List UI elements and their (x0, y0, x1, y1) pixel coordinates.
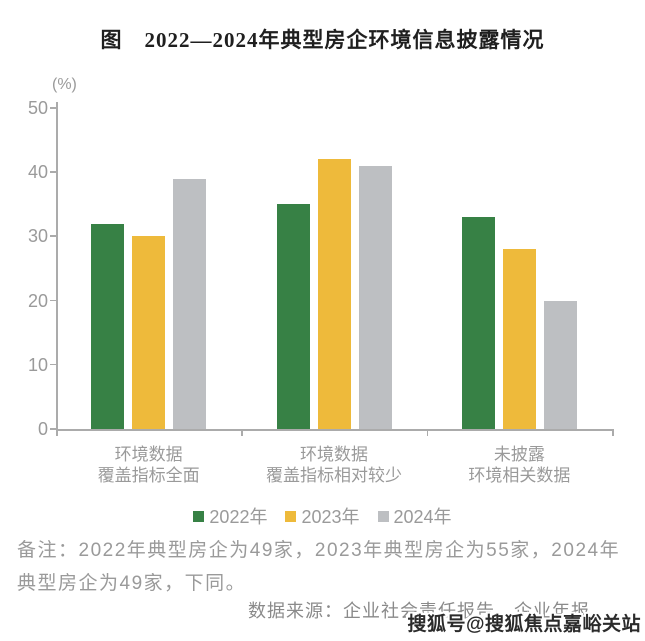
chart-title: 图 2022—2024年典型房企环境信息披露情况 (100, 28, 545, 52)
bar-2022年-category-3 (461, 217, 495, 429)
y-tick-label: 40 (27, 162, 48, 183)
y-tick-label: 20 (27, 290, 48, 311)
bar-2024年-category-3 (543, 300, 577, 429)
legend-swatch-icon (193, 510, 205, 522)
x-axis-line (56, 429, 614, 431)
footnote-text: 备注：2022年典型房企为49家，2023年典型房企为55家，2024年典型房企… (17, 540, 621, 594)
y-tick-mark (50, 428, 56, 430)
watermark-text: 搜狐号@搜狐焦点嘉峪关站 (407, 614, 641, 635)
legend-label: 2022年 (209, 507, 268, 527)
legend-swatch-icon (377, 510, 389, 522)
data-source-text: 数据来源：企业社会责任报告、企业年报。 (248, 601, 609, 621)
x-tick-mark (612, 429, 614, 436)
y-tick-label: 0 (37, 419, 48, 439)
x-category-label: 环境数据 覆盖指标全面 (97, 445, 200, 485)
y-tick-mark (50, 363, 56, 366)
y-tick-label: 30 (27, 226, 48, 247)
y-axis-line (56, 102, 58, 431)
legend-item-2024年: 2024年 (377, 503, 452, 529)
x-tick-mark (56, 429, 58, 436)
legend-item-2023年: 2023年 (285, 503, 360, 529)
legend-label: 2023年 (301, 507, 360, 527)
legend-swatch-icon (285, 510, 297, 522)
bar-2024年-category-2 (358, 165, 392, 429)
y-tick-label: 50 (27, 98, 48, 118)
bar-2023年-category-2 (317, 159, 351, 429)
y-tick-mark (50, 299, 56, 302)
y-axis-unit-label: (%) (52, 76, 77, 93)
bar-2023年-category-3 (502, 249, 536, 429)
chart-legend: 2022年 2023年 2024年 (0, 503, 645, 529)
x-category-label: 未披露 环境相关数据 (468, 445, 571, 485)
y-tick-mark (50, 171, 56, 173)
bar-2022年-category-2 (276, 204, 310, 429)
bar-2023年-category-1 (132, 236, 166, 429)
y-tick-label: 10 (27, 354, 48, 375)
y-tick-mark (50, 235, 56, 237)
legend-item-2022年: 2022年 (193, 503, 267, 529)
bar-2024年-category-1 (173, 178, 207, 429)
x-category-label: 环境数据 覆盖指标相对较少 (266, 445, 402, 485)
legend-label: 2024年 (393, 507, 452, 527)
x-tick-mark (241, 429, 243, 436)
bar-2022年-category-1 (91, 223, 125, 429)
y-tick-mark (50, 107, 56, 109)
x-tick-mark (426, 429, 429, 436)
